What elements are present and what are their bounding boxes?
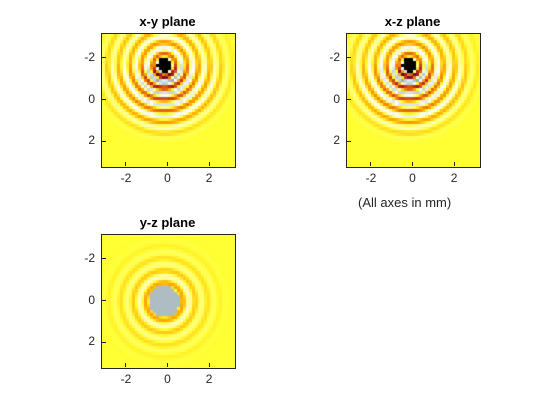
y-tick-mark bbox=[347, 99, 351, 100]
y-tick-mark bbox=[102, 57, 106, 59]
x-tick-mark bbox=[125, 162, 127, 166]
x-tick-label: -2 bbox=[120, 171, 132, 185]
y-tick-label: 2 bbox=[88, 133, 95, 148]
y-tick-label: 0 bbox=[88, 91, 95, 106]
x-tick-label: 0 bbox=[164, 171, 171, 185]
y-tick-label: -2 bbox=[84, 49, 95, 64]
heatmap-axes bbox=[346, 33, 481, 168]
heatmap-axes bbox=[101, 234, 236, 369]
x-tick-mark bbox=[208, 162, 210, 166]
y-tick-label: -2 bbox=[329, 49, 340, 64]
y-tick-mark bbox=[102, 258, 106, 260]
subplot-title: x-z plane bbox=[384, 14, 441, 29]
x-tick-mark bbox=[125, 363, 127, 367]
x-tick-label: -2 bbox=[365, 171, 377, 185]
y-tick-mark bbox=[102, 341, 106, 343]
x-tick-label: 0 bbox=[164, 372, 171, 386]
x-tick-mark bbox=[167, 162, 168, 166]
heatmap-axes bbox=[101, 33, 236, 168]
x-tick-mark bbox=[412, 162, 413, 166]
subplot-title: x-y plane bbox=[139, 14, 196, 29]
x-tick-label: 0 bbox=[409, 171, 416, 185]
heatmap-image bbox=[102, 34, 235, 167]
heatmap-image bbox=[347, 34, 480, 167]
x-tick-mark bbox=[370, 162, 372, 166]
y-tick-label: -2 bbox=[84, 250, 95, 265]
x-tick-mark bbox=[167, 363, 168, 367]
y-tick-label: 2 bbox=[88, 334, 95, 349]
x-tick-label: 2 bbox=[450, 171, 458, 185]
y-tick-mark bbox=[102, 99, 106, 100]
axes-unit-note: (All axes in mm) bbox=[358, 195, 452, 210]
y-tick-mark bbox=[102, 300, 106, 301]
x-tick-label: -2 bbox=[120, 372, 132, 386]
x-tick-mark bbox=[453, 162, 455, 166]
y-tick-mark bbox=[102, 140, 106, 142]
y-tick-mark bbox=[347, 57, 351, 59]
heatmap-image bbox=[102, 235, 235, 368]
y-tick-label: 0 bbox=[88, 292, 95, 307]
subplot-title: y-z plane bbox=[139, 215, 196, 230]
y-tick-label: 2 bbox=[333, 133, 340, 148]
y-tick-mark bbox=[347, 140, 351, 142]
x-tick-label: 2 bbox=[205, 171, 213, 185]
x-tick-mark bbox=[208, 363, 210, 367]
x-tick-label: 2 bbox=[205, 372, 213, 386]
y-tick-label: 0 bbox=[333, 91, 340, 106]
